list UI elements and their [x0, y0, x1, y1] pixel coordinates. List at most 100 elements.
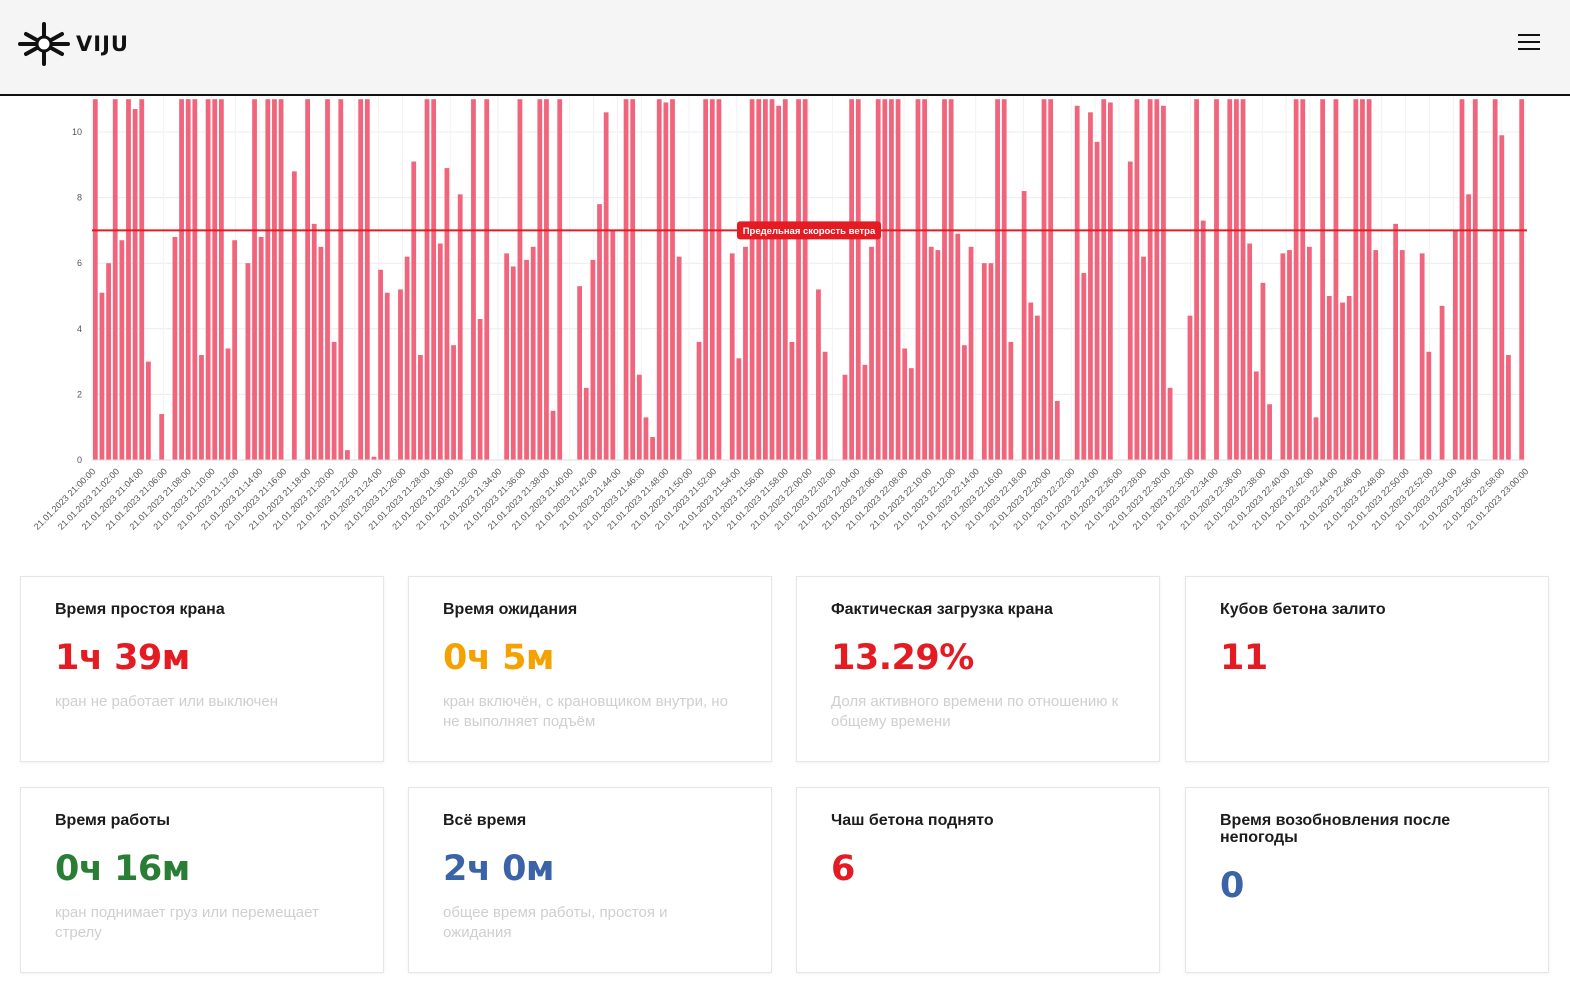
bar [1054, 400, 1060, 460]
bar [995, 99, 1000, 460]
y-tick-label: 0 [77, 455, 82, 465]
bar [1154, 99, 1160, 460]
bar [988, 263, 994, 460]
bar [212, 99, 218, 460]
bar [1134, 99, 1140, 460]
bar [537, 99, 543, 460]
card-idle-time: Время простоя крана 1ч 39м кран не работ… [20, 576, 384, 762]
bar [849, 99, 855, 460]
bar [1287, 250, 1292, 460]
bar [1161, 105, 1166, 460]
bar [364, 99, 370, 460]
bar [504, 253, 510, 460]
card-description: кран поднимает груз или перемещает стрел… [55, 904, 319, 941]
card-description: кран не работает или выключен [55, 693, 278, 710]
card-waiting-time: Время ожидания 0ч 5м кран включён, с кра… [408, 576, 772, 762]
bar [557, 99, 563, 460]
bar [550, 410, 556, 460]
card-total-time: Всё время 2ч 0м общее время работы, прос… [408, 787, 772, 973]
threshold-label: Предельная скорость ветра [743, 226, 876, 237]
bar [802, 99, 808, 460]
bar [1360, 99, 1365, 460]
bar [1041, 99, 1047, 460]
bar [451, 345, 456, 460]
bar [882, 99, 888, 460]
hamburger-menu-icon[interactable] [1518, 34, 1540, 52]
bar [404, 256, 410, 460]
bar [902, 348, 908, 460]
bar [172, 236, 178, 460]
bar [378, 269, 383, 460]
card-value: 6 [831, 849, 855, 889]
wind-speed-chart: 0 2 4 6 8 10 21.01.2023 21:00:00 21.01.2023 21:… [0, 96, 1570, 556]
bar [139, 99, 145, 460]
card-description: общее время работы, простоя и ожидания [443, 904, 668, 941]
bar [696, 341, 702, 460]
bar [889, 99, 894, 460]
card-title: Кубов бетона залито [1220, 601, 1386, 618]
bar [789, 341, 795, 460]
bar [643, 417, 649, 460]
bar [1320, 99, 1326, 460]
bar [1307, 246, 1312, 460]
bar [311, 223, 317, 460]
bar [1340, 302, 1345, 460]
bar [272, 99, 277, 460]
bar [530, 246, 536, 460]
bar [623, 99, 629, 460]
bar [603, 112, 609, 460]
card-concrete-buckets: Чаш бетона поднято 6 [796, 787, 1160, 973]
bar [179, 99, 184, 460]
bar [676, 256, 682, 460]
card-title: Всё время [443, 812, 527, 829]
bar [1472, 99, 1478, 460]
bar [968, 246, 974, 460]
top-header: VIJU [0, 0, 1570, 96]
bar [1167, 387, 1173, 460]
bar [908, 368, 914, 460]
bar [1081, 273, 1087, 460]
bar [716, 99, 722, 460]
bar [1419, 253, 1425, 460]
bar [842, 374, 848, 460]
bar [962, 345, 967, 460]
bar [656, 99, 662, 460]
bar [218, 99, 224, 460]
bar [112, 99, 118, 460]
bar [776, 105, 782, 460]
bar [915, 99, 921, 460]
y-tick-label: 8 [77, 193, 82, 203]
bar [1194, 99, 1199, 460]
bar [1107, 102, 1113, 460]
card-title: Время ожидания [443, 601, 578, 618]
bar [185, 99, 191, 460]
bar [630, 99, 636, 460]
card-title: Время возобновления после непогоды [1220, 812, 1451, 846]
bar [782, 99, 788, 460]
bar [544, 99, 549, 460]
card-value: 0 [1220, 866, 1244, 906]
bar [418, 355, 423, 460]
card-value: 11 [1220, 638, 1268, 678]
bar [126, 99, 131, 460]
bar [1028, 302, 1034, 460]
bar [1466, 194, 1471, 460]
bar [1141, 256, 1146, 460]
bar [769, 99, 775, 460]
logo[interactable]: VIJU [18, 20, 129, 68]
y-tick-label: 6 [77, 258, 82, 268]
bar [636, 374, 642, 460]
bar [444, 168, 450, 460]
bar [703, 99, 709, 460]
bar [431, 99, 437, 460]
bar [252, 99, 257, 460]
card-work-time: Время работы 0ч 16м кран поднимает груз … [20, 787, 384, 973]
threshold-label-bg [737, 221, 881, 240]
bar [1260, 282, 1266, 460]
bar [796, 99, 801, 460]
bar [146, 361, 151, 460]
bar [484, 99, 490, 460]
bar [1346, 296, 1352, 460]
bar [119, 240, 125, 460]
bar [225, 348, 231, 460]
